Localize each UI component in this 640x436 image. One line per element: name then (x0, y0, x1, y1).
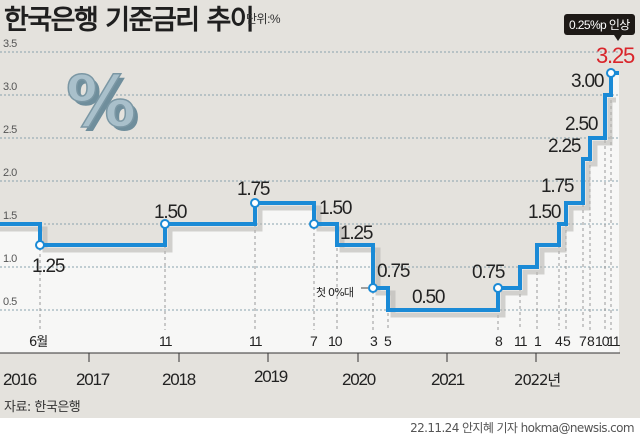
svg-text:2019: 2019 (254, 367, 288, 386)
svg-text:3.00: 3.00 (571, 71, 604, 92)
svg-text:0.5: 0.5 (3, 296, 17, 308)
line-shadow (0, 97, 616, 318)
svg-text:4: 4 (555, 333, 563, 349)
svg-text:11: 11 (514, 333, 528, 349)
rate-line (0, 71, 619, 312)
source-label: 자료: 한국은행 (4, 400, 81, 415)
year-ticks (88, 353, 537, 362)
svg-text:2016: 2016 (3, 370, 37, 389)
svg-text:1.0: 1.0 (3, 253, 17, 265)
svg-text:2017: 2017 (76, 370, 110, 389)
svg-text:2.50: 2.50 (565, 114, 598, 135)
value-labels: 1.25 1.50 1.75 1.50 1.25 0.75 0.50 0.75 … (32, 71, 605, 308)
svg-text:%: % (66, 61, 136, 143)
svg-text:0.50: 0.50 (412, 287, 445, 308)
svg-text:5: 5 (563, 333, 571, 349)
svg-text:3.5: 3.5 (3, 38, 17, 50)
chart-title: 한국은행 기준금리 추이 (4, 5, 255, 36)
svg-text:2.25: 2.25 (548, 136, 581, 157)
svg-text:6월: 6월 (29, 335, 47, 350)
svg-text:1.50: 1.50 (528, 202, 561, 223)
svg-text:1.25: 1.25 (340, 223, 373, 244)
svg-text:1.5: 1.5 (3, 210, 17, 222)
svg-text:11: 11 (607, 333, 621, 349)
callout-badge: 0.25%p 인상 (564, 14, 635, 41)
svg-text:0.75: 0.75 (377, 261, 410, 282)
svg-text:2021: 2021 (431, 370, 465, 389)
percent-icon: % % (65, 60, 140, 147)
svg-text:1.50: 1.50 (319, 198, 352, 219)
svg-text:11: 11 (249, 333, 263, 349)
svg-text:1.50: 1.50 (154, 202, 187, 223)
svg-text:8: 8 (495, 333, 503, 349)
svg-text:7: 7 (310, 333, 318, 349)
first-sub1-annotation: 첫 0%대 (316, 286, 353, 299)
data-markers (35, 68, 616, 293)
svg-text:2022년: 2022년 (514, 371, 560, 389)
svg-text:8: 8 (587, 333, 595, 349)
area-below-line (0, 73, 619, 353)
svg-text:0.25%p 인상: 0.25%p 인상 (569, 18, 630, 32)
svg-text:2018: 2018 (162, 370, 196, 389)
credit-label: 22.11.24 안지혜 기자 hokma@newsis.com (410, 421, 635, 435)
svg-text:3: 3 (370, 333, 378, 349)
svg-text:10: 10 (328, 333, 343, 349)
unit-label: 단위:% (246, 12, 281, 26)
svg-text:2.0: 2.0 (3, 167, 17, 179)
year-labels: 2016 2017 2018 2019 2020 2021 2022년 (3, 367, 562, 389)
svg-text:10: 10 (595, 333, 610, 349)
svg-text:1.75: 1.75 (237, 179, 270, 200)
svg-text:11: 11 (159, 333, 173, 349)
svg-text:1.25: 1.25 (32, 256, 65, 277)
svg-text:0.75: 0.75 (472, 262, 505, 283)
latest-rate-value: 3.25 (596, 43, 635, 68)
svg-text:1: 1 (534, 333, 542, 349)
svg-text:7: 7 (579, 333, 587, 349)
y-axis-labels: 3.5 3.0 2.5 2.0 1.5 1.0 0.5 (3, 38, 18, 308)
svg-text:3.0: 3.0 (3, 81, 17, 93)
svg-text:2.5: 2.5 (3, 124, 17, 136)
svg-text:%: % (70, 65, 140, 147)
month-labels: 6월 11 11 7 10 3 5 8 11 1 4 5 7 8 10 11 (29, 333, 622, 350)
svg-text:5: 5 (384, 333, 392, 349)
svg-text:1.75: 1.75 (541, 176, 574, 197)
svg-text:2020: 2020 (342, 370, 376, 389)
